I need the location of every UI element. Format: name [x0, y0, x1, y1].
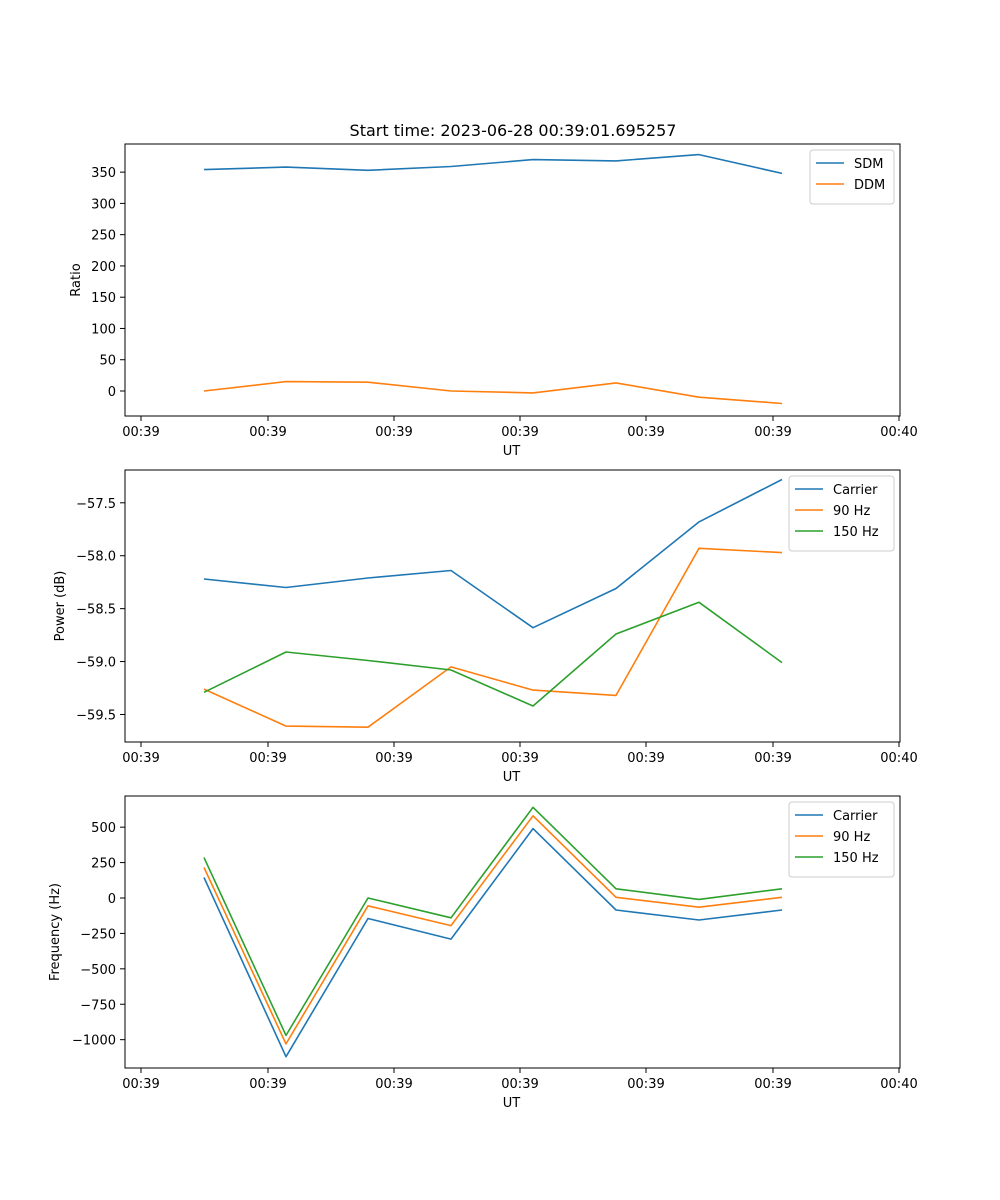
- y-tick-label: −59.0: [76, 656, 116, 671]
- series-line-carrier: [203, 478, 783, 629]
- series-line-ddm: [203, 380, 783, 405]
- y-axis-label: Ratio: [69, 263, 84, 296]
- y-tick-label: 50: [99, 354, 116, 369]
- x-tick-label: 00:40: [880, 751, 917, 766]
- x-tick-label: 00:40: [880, 425, 917, 440]
- legend-label: SDM: [854, 157, 883, 172]
- y-tick-label: 300: [91, 197, 116, 212]
- x-tick-label: 00:39: [501, 1077, 538, 1092]
- x-tick-label: 00:39: [375, 425, 412, 440]
- series-line-150-hz: [203, 806, 783, 1037]
- legend-label: 150 Hz: [833, 525, 879, 540]
- x-axis-label: UT: [503, 444, 521, 459]
- plot-frame: [124, 795, 901, 1069]
- y-tick-label: −59.5: [76, 708, 116, 723]
- x-axis-label: UT: [503, 770, 521, 785]
- legend-label: DDM: [854, 178, 885, 193]
- panel-2: 00:39 00:39 00:39 00:39 00:39 00:39 00:40 −59.5…: [53, 469, 918, 785]
- legend: Carrier 90 Hz 150 Hz: [788, 475, 895, 552]
- legend-label: 150 Hz: [833, 851, 879, 866]
- figure-title: Start time: 2023-06-28 00:39:01.695257: [350, 121, 677, 140]
- y-tick-label: 250: [91, 857, 116, 872]
- y-tick-label: −1000: [72, 1034, 116, 1049]
- y-tick-label: 200: [91, 260, 116, 275]
- y-tick-label: 0: [108, 892, 116, 907]
- panels: 00:39 00:39 00:39 00:39 00:39 00:39 00:40 0 50 10…: [48, 143, 918, 1111]
- x-tick-label: 00:39: [249, 1077, 286, 1092]
- x-tick-label: 00:39: [122, 425, 159, 440]
- y-tick-label: −58.5: [76, 603, 116, 618]
- y-tick-label: −250: [80, 927, 116, 942]
- x-tick-label: 00:39: [627, 1077, 664, 1092]
- x-tick-label: 00:39: [754, 1077, 791, 1092]
- y-tick-label: 100: [91, 322, 116, 337]
- series-line-carrier: [203, 827, 783, 1058]
- legend-box: [788, 475, 895, 552]
- x-tick-label: 00:39: [375, 751, 412, 766]
- x-tick-label: 00:39: [249, 751, 286, 766]
- x-tick-label: 00:39: [122, 1077, 159, 1092]
- y-tick-label: −500: [80, 963, 116, 978]
- x-tick-label: 00:39: [754, 751, 791, 766]
- panel-1: 00:39 00:39 00:39 00:39 00:39 00:39 00:40 0 50 10…: [69, 143, 918, 459]
- x-tick-label: 00:39: [249, 425, 286, 440]
- x-tick-label: 00:39: [754, 425, 791, 440]
- series-line-90-hz: [203, 814, 783, 1045]
- y-tick-label: 350: [91, 166, 116, 181]
- x-tick-label: 00:39: [627, 425, 664, 440]
- y-tick-label: −57.5: [76, 497, 116, 512]
- legend-label: Carrier: [833, 809, 878, 824]
- y-tick-label: 0: [108, 385, 116, 400]
- y-axis-label: Frequency (Hz): [48, 883, 63, 981]
- x-tick-label: 00:39: [501, 751, 538, 766]
- series-line-150-hz: [203, 601, 783, 707]
- legend-label: 90 Hz: [833, 504, 870, 519]
- x-tick-label: 00:39: [375, 1077, 412, 1092]
- legend: SDM DDM: [809, 149, 895, 205]
- legend-label: Carrier: [833, 483, 878, 498]
- x-axis-label: UT: [503, 1096, 521, 1111]
- panel-3: 00:39 00:39 00:39 00:39 00:39 00:39 00:40 −1000…: [48, 795, 918, 1111]
- x-tick-label: 00:39: [122, 751, 159, 766]
- y-tick-label: −750: [80, 998, 116, 1013]
- legend-label: 90 Hz: [833, 830, 870, 845]
- x-tick-label: 00:39: [627, 751, 664, 766]
- y-tick-label: 150: [91, 291, 116, 306]
- y-tick-label: −58.0: [76, 550, 116, 565]
- legend-box: [788, 801, 895, 878]
- legend: Carrier 90 Hz 150 Hz: [788, 801, 895, 878]
- y-tick-label: 500: [91, 821, 116, 836]
- series-line-sdm: [203, 153, 783, 175]
- x-tick-label: 00:39: [501, 425, 538, 440]
- x-tick-label: 00:40: [880, 1077, 917, 1092]
- plot-frame: [124, 143, 901, 417]
- series-line-90-hz: [203, 547, 783, 729]
- plot-frame: [124, 469, 901, 743]
- y-tick-label: 250: [91, 229, 116, 244]
- y-axis-label: Power (dB): [53, 571, 68, 642]
